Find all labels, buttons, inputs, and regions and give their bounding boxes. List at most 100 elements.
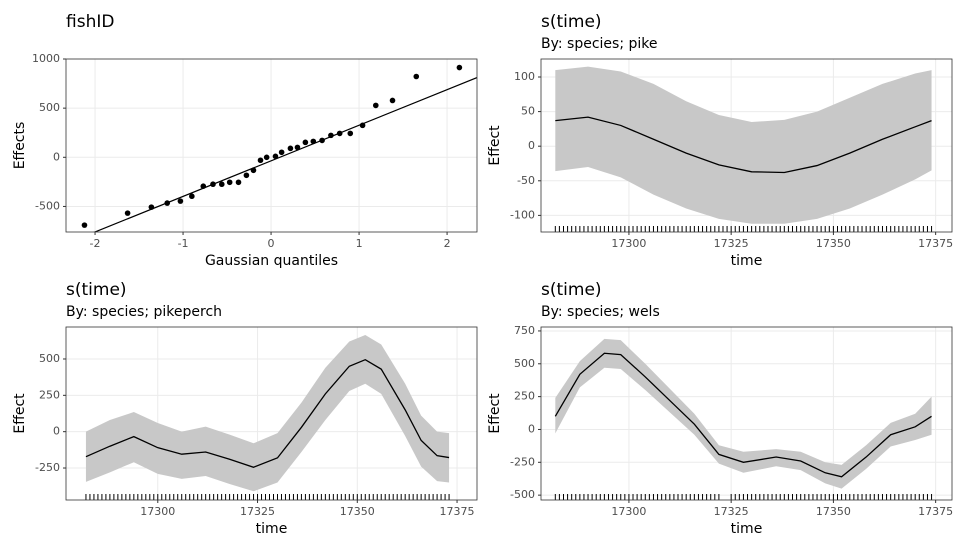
panel: s(time) By: species; pikeperch 17300 17325 1… — [12, 280, 478, 537]
point — [164, 200, 171, 206]
y-tick-label: -100 — [510, 208, 535, 221]
x-tick-label: 17325 — [714, 237, 749, 250]
point — [287, 145, 294, 152]
point — [177, 198, 184, 204]
point — [359, 122, 366, 129]
x-axis-label: time — [256, 521, 288, 537]
x-tick-label: 17350 — [340, 505, 375, 518]
point — [250, 167, 257, 174]
x-tick-label: 17325 — [240, 505, 275, 518]
x-tick-label: 17375 — [918, 237, 953, 250]
point — [200, 183, 207, 189]
panel: fishID -2 -1 0 1 2 -500 0 500 1000 Gaussian quanti… — [12, 12, 478, 269]
x-tick-label: 17325 — [714, 505, 749, 518]
point — [310, 138, 317, 145]
smooth-line — [554, 352, 932, 478]
point — [148, 204, 155, 210]
y-tick-label: -500 — [35, 199, 60, 212]
point — [336, 130, 343, 137]
y-axis-label: Effect — [487, 125, 503, 166]
point — [243, 172, 250, 179]
point — [189, 193, 195, 200]
x-tick-label: -2 — [90, 237, 101, 250]
point — [272, 153, 279, 160]
point — [302, 139, 309, 146]
y-tick-label: 0 — [528, 422, 535, 435]
point — [218, 181, 225, 188]
plot-area — [554, 338, 933, 500]
x-tick-label: 17300 — [611, 237, 646, 250]
x-tick-label: 1 — [356, 237, 363, 250]
point — [413, 73, 420, 80]
x-tick-label: 17375 — [918, 505, 953, 518]
x-axis-label: time — [731, 253, 763, 269]
x-tick-label: 0 — [268, 237, 275, 250]
reference-line — [93, 77, 477, 232]
y-tick-label: 500 — [39, 352, 60, 365]
point — [124, 210, 131, 216]
panel: s(time) By: species; pike 17300 17325 17350 1… — [487, 12, 953, 269]
point — [210, 181, 216, 188]
y-tick-label: -250 — [35, 461, 60, 474]
y-tick-label: 500 — [39, 101, 60, 114]
point — [347, 130, 354, 137]
x-tick-label: 17300 — [611, 505, 646, 518]
point — [278, 149, 285, 156]
panel-border — [540, 326, 953, 501]
point — [456, 64, 463, 71]
y-tick-label: -250 — [510, 455, 535, 468]
point — [372, 102, 379, 109]
panel-subtitle: By: species; wels — [541, 304, 660, 320]
x-tick-label: 17350 — [816, 505, 851, 518]
x-tick-label: 2 — [444, 237, 451, 250]
plot-area — [81, 64, 477, 232]
point — [263, 154, 270, 161]
y-tick-label: 0 — [528, 139, 535, 152]
panel-title: s(time) — [66, 280, 127, 300]
y-tick-label: 250 — [39, 388, 60, 401]
y-tick-label: 500 — [514, 357, 535, 370]
y-tick-label: 100 — [514, 70, 535, 83]
y-axis-label: Effects — [12, 122, 28, 170]
y-tick-label: 250 — [514, 390, 535, 403]
y-tick-label: -500 — [510, 488, 535, 501]
x-tick-label: 17350 — [816, 237, 851, 250]
panel-title: fishID — [66, 12, 114, 32]
plot-area — [85, 334, 450, 500]
y-tick-label: 0 — [53, 425, 60, 438]
x-tick-label: 17375 — [440, 505, 475, 518]
point — [81, 222, 88, 228]
point — [257, 157, 264, 164]
panel: s(time) By: species; wels 17300 17325 17350 1… — [487, 280, 953, 537]
panel-subtitle: By: species; pikeperch — [66, 304, 222, 320]
y-tick-label: 0 — [53, 150, 60, 163]
point — [319, 137, 325, 144]
point — [328, 132, 334, 139]
smooth-line — [555, 116, 932, 174]
plot-area — [554, 66, 933, 232]
point — [235, 179, 242, 186]
y-axis-label: Effect — [12, 393, 28, 434]
panel-border — [540, 58, 953, 233]
panel-border — [65, 326, 478, 501]
smooth-line — [85, 358, 450, 468]
panel-title: s(time) — [541, 280, 602, 300]
confidence-band — [555, 338, 932, 489]
panel-border — [65, 58, 478, 233]
y-tick-label: 1000 — [32, 52, 60, 65]
point — [389, 97, 396, 104]
x-tick-label: -1 — [178, 237, 189, 250]
point — [294, 144, 301, 151]
x-axis-label: Gaussian quantiles — [205, 253, 338, 269]
y-tick-label: 50 — [521, 105, 535, 118]
panel-subtitle: By: species; pike — [541, 36, 658, 52]
y-tick-label: 750 — [514, 324, 535, 337]
panel-title: s(time) — [541, 12, 602, 32]
x-tick-label: 17300 — [140, 505, 175, 518]
y-tick-label: -50 — [517, 174, 535, 187]
x-axis-label: time — [731, 521, 763, 537]
y-axis-label: Effect — [487, 393, 503, 434]
point — [226, 179, 233, 186]
confidence-band — [555, 66, 932, 224]
